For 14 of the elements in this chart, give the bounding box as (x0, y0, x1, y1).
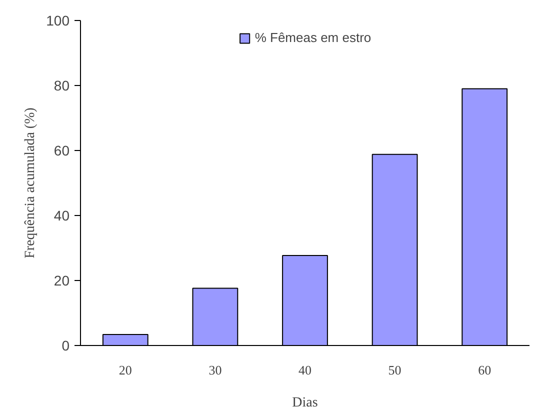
x-tick-label: 50 (388, 362, 402, 378)
x-tick-label: 20 (118, 362, 132, 378)
x-tick-label: 60 (478, 362, 492, 378)
y-tick-label: 80 (54, 78, 70, 94)
y-tick-label: 0 (62, 338, 70, 354)
y-tick-label: 60 (54, 142, 70, 158)
legend-label: % Fêmeas em estro (254, 30, 372, 45)
x-axis-title: Dias (292, 396, 318, 410)
x-tick-label: 40 (298, 362, 312, 378)
y-tick-label: 40 (54, 208, 70, 224)
y-tick-label: 100 (46, 12, 70, 28)
y-tick-label: 20 (54, 272, 70, 288)
x-tick-label: 30 (208, 362, 222, 378)
y-axis-title: Frequência acumulada (%) (23, 107, 38, 258)
